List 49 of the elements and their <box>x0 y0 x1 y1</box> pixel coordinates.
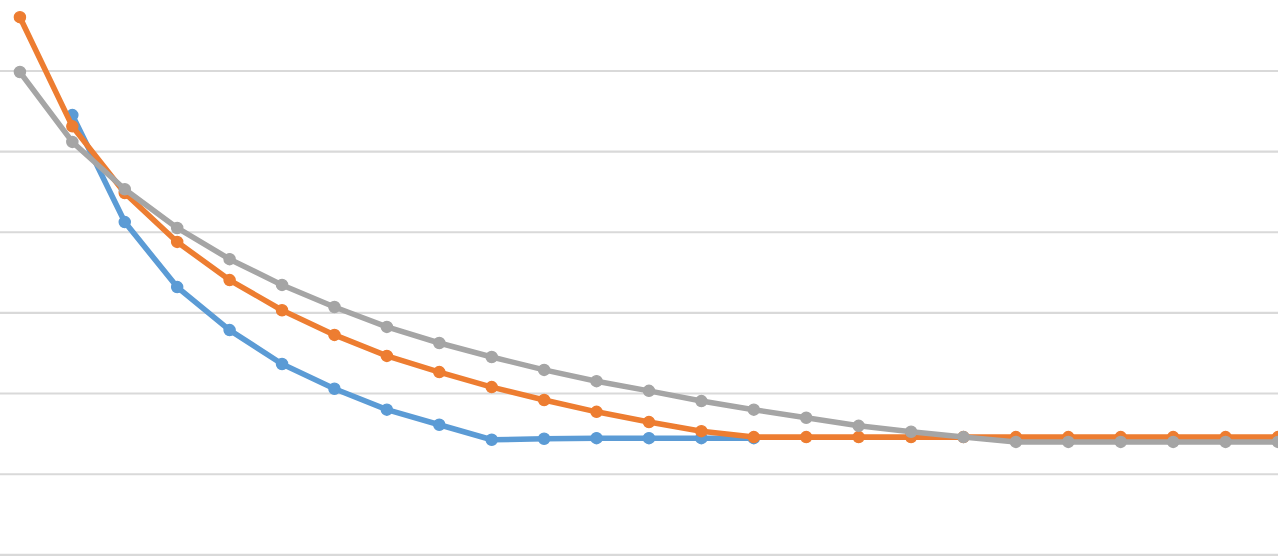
point <box>537 393 551 407</box>
point <box>485 350 498 364</box>
point <box>852 419 865 433</box>
point <box>590 374 603 388</box>
point <box>328 328 341 342</box>
point <box>537 432 551 445</box>
point <box>904 425 918 438</box>
point <box>433 418 446 431</box>
point <box>1219 435 1232 449</box>
point <box>170 221 184 235</box>
point <box>485 380 498 394</box>
point <box>275 278 289 292</box>
point <box>170 235 184 249</box>
point <box>1062 435 1075 449</box>
point <box>590 405 603 419</box>
point <box>485 433 498 447</box>
point <box>433 365 446 379</box>
point <box>275 303 289 317</box>
point <box>13 65 27 79</box>
point <box>642 415 656 429</box>
point <box>328 382 341 395</box>
point <box>380 320 394 334</box>
point <box>118 183 132 196</box>
point <box>170 280 184 294</box>
point <box>590 431 603 445</box>
point <box>328 300 341 314</box>
point <box>642 384 656 398</box>
point <box>695 424 708 438</box>
point <box>1009 435 1023 449</box>
point <box>380 403 394 416</box>
point <box>380 349 394 363</box>
point <box>118 215 132 229</box>
point <box>66 120 79 133</box>
point <box>223 252 236 266</box>
point <box>275 357 289 371</box>
point <box>66 135 79 149</box>
point <box>695 394 708 408</box>
point <box>223 323 236 337</box>
point <box>433 336 446 350</box>
point <box>1166 435 1180 449</box>
point <box>799 411 813 425</box>
point <box>1114 435 1127 449</box>
point <box>537 363 551 377</box>
point <box>799 430 813 444</box>
point <box>852 430 865 444</box>
point <box>642 431 656 445</box>
point <box>13 10 27 24</box>
point <box>223 273 236 287</box>
point <box>747 403 761 416</box>
